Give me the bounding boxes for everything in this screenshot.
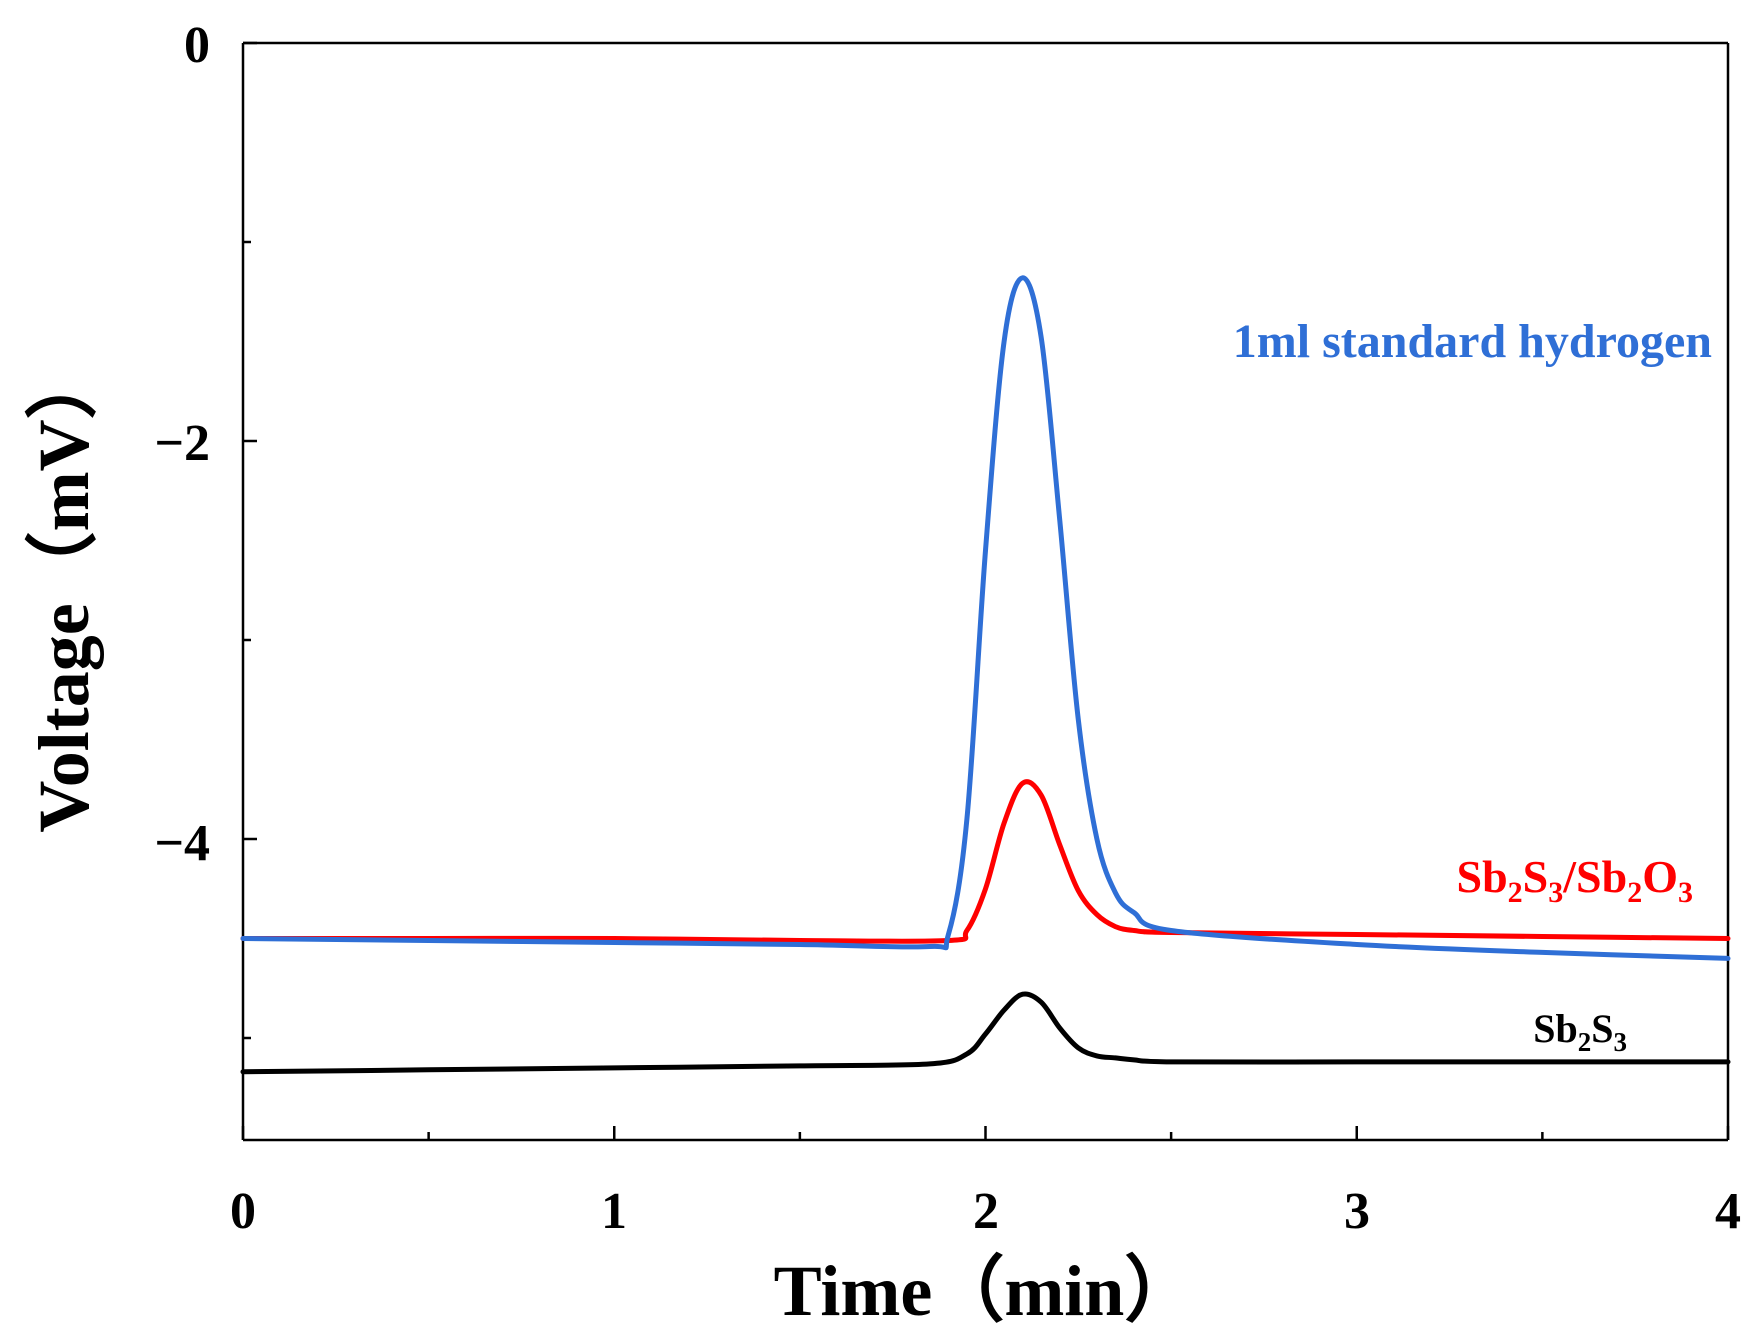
y-tick-label: −4 (154, 815, 210, 872)
x-tick-label: 2 (973, 1183, 999, 1240)
y-axis-title: Voltage（mV） (24, 347, 104, 832)
y-tick-label: 0 (184, 17, 210, 74)
x-tick-label: 3 (1344, 1183, 1370, 1240)
axis-ticks (241, 41, 1730, 1140)
x-tick-label: 4 (1715, 1183, 1741, 1240)
series-line-sb2s3-sb2o3 (240, 779, 1731, 944)
x-tick-label: 1 (601, 1183, 627, 1240)
x-tick-labels: 0 1 2 3 4 (230, 1183, 1741, 1240)
series-label-sb2s3: Sb2S3 (1533, 1006, 1627, 1057)
x-tick-label: 0 (230, 1183, 256, 1240)
series-layer (240, 275, 1731, 1075)
series-label-sb2s3-sb2o3: Sb2S3/Sb2O3 (1457, 851, 1694, 909)
plot-frame (241, 41, 1730, 1142)
y-tick-label: −2 (154, 415, 210, 472)
series-label-standard-hydrogen: 1ml standard hydrogen (1233, 315, 1712, 368)
y-tick-labels: 0 −2 −4 (154, 17, 210, 872)
series-line-1ml-standard-hydrogen (240, 275, 1731, 961)
series-line-sb2s3 (240, 991, 1731, 1075)
x-axis-title: Time（min） (774, 1251, 1197, 1331)
